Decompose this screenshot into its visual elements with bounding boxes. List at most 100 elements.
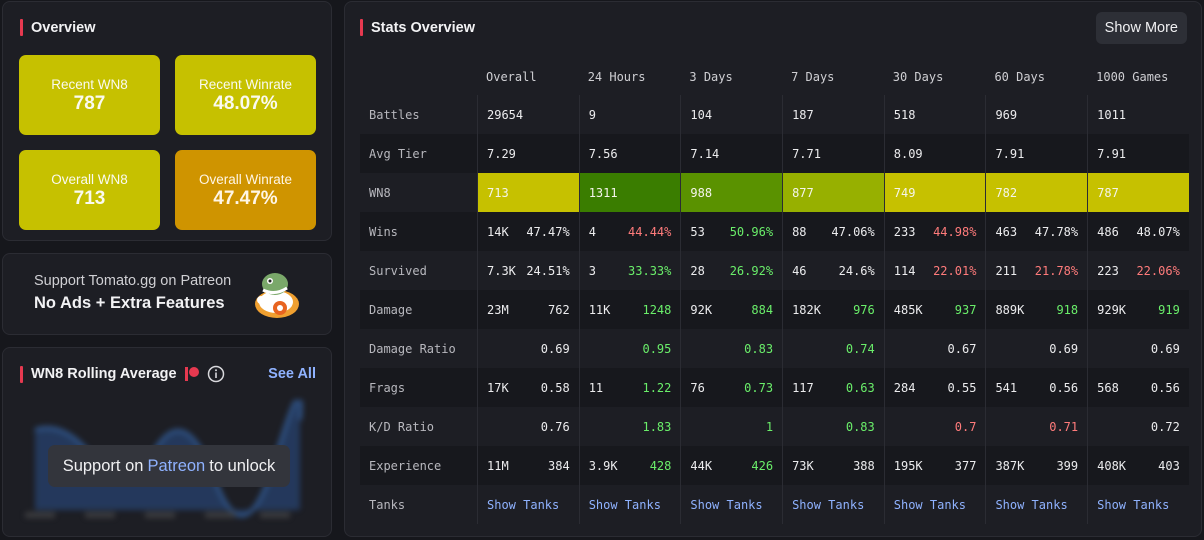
stats-table: Overall 24 Hours 3 Days 7 Days 30 Days 60 Day… (360, 58, 1189, 524)
table-cell: 9 (578, 95, 681, 134)
cell-count: 7.91 (1097, 146, 1127, 161)
show-tanks-link[interactable]: Show Tanks (1097, 497, 1170, 512)
show-tanks-link[interactable]: Show Tanks (588, 497, 661, 512)
cell-count: 76 (690, 380, 705, 395)
cell-rate: 937 (954, 302, 977, 317)
cell-count: 223 (1097, 263, 1119, 278)
tile-label: Recent Winrate (198, 77, 293, 92)
tile-value: 713 (73, 188, 106, 209)
cell-count: 182K (792, 302, 821, 317)
table-cell: 46 24.6% (782, 251, 884, 290)
wn8-rolling-average-panel: WN8 Rolling Average See All Support on P… (2, 347, 332, 537)
show-tanks-link[interactable]: Show Tanks (792, 497, 865, 512)
cell-rate: 0.69 (540, 341, 570, 356)
cell-rate: 918 (1056, 302, 1079, 317)
overall-winrate-tile: Overall Winrate 47.47% (175, 150, 316, 230)
table-cell: 104 (680, 95, 782, 134)
cell-rate: 403 (1158, 458, 1180, 473)
table-cell: 44K 426 (680, 446, 782, 485)
cell-rate: 426 (751, 458, 774, 473)
tile-value: 48.07% (213, 93, 278, 114)
column-header: 1000 Games (1096, 69, 1169, 84)
cell-rate: 0.58 (540, 380, 570, 395)
table-cell: 7.3K 24.51% (477, 251, 579, 290)
cell-count: 46 (792, 263, 807, 278)
cell-rate: 50.96% (729, 224, 774, 239)
table-row: Frags 17K 0.58 11 1.22 76 0.73 117 0.63 284 0.55 54… (360, 368, 1189, 407)
cell-count: 408K (1097, 458, 1127, 473)
cell-rate: 0.7 (954, 419, 977, 434)
row-label: Damage (369, 302, 413, 317)
cell-count: 9 (588, 107, 596, 122)
wn8-cell: 877 (782, 173, 884, 212)
row-label: Experience (369, 458, 442, 473)
info-icon[interactable] (207, 365, 225, 383)
see-all-link[interactable]: See All (268, 366, 316, 382)
cell-rate: 44.44% (628, 224, 672, 239)
table-row: WN8 713 1311 988 877 749 782 787 (360, 173, 1189, 212)
show-more-button[interactable]: Show More (1095, 12, 1187, 44)
cell-count: 929K (1097, 302, 1127, 317)
table-cell: 0.74 (782, 329, 884, 368)
cell-rate: 24.51% (526, 263, 570, 278)
cell-rate: 0.67 (947, 341, 977, 356)
cell-rate: 22.01% (933, 263, 977, 278)
table-cell: 0.69 (1087, 329, 1189, 368)
table-cell: 0.69 (477, 329, 579, 368)
cell-count: 284 (893, 380, 916, 395)
cell-rate: 399 (1056, 458, 1079, 473)
cell-count: 117 (792, 380, 814, 395)
row-label: Battles (369, 107, 420, 122)
cell-count: 485K (893, 302, 923, 317)
unlock-banner[interactable]: Support on Patreon to unlock (48, 445, 290, 487)
show-tanks-link[interactable]: Show Tanks (487, 497, 560, 512)
table-cell: Show Tanks (782, 485, 884, 524)
cell-rate: 0.56 (1150, 380, 1180, 395)
table-cell: 114 22.01% (883, 251, 986, 290)
column-header: 7 Days (791, 69, 835, 84)
table-cell: Show Tanks (578, 485, 681, 524)
cell-rate: 377 (954, 458, 977, 473)
cell-count: 7.91 (995, 146, 1025, 161)
table-cell: Show Tanks (680, 485, 782, 524)
cell-count: 211 (995, 263, 1018, 278)
column-header: 24 Hours (587, 69, 646, 84)
table-cell: 211 21.78% (985, 251, 1087, 290)
show-tanks-link[interactable]: Show Tanks (690, 497, 763, 512)
table-row: Damage 23M 762 11K 1248 92K 884 182K 976 485K 937 8… (360, 290, 1189, 329)
cell-count: 73K (792, 458, 814, 473)
cell-count: 8.09 (893, 146, 923, 161)
rolling-title: WN8 Rolling Average (20, 365, 225, 383)
cell-rate: 0.69 (1049, 341, 1079, 356)
cell-rate: 0.71 (1049, 419, 1079, 434)
cell-rate: 48.07% (1136, 224, 1180, 239)
patreon-link[interactable]: Patreon (147, 456, 206, 475)
cell-rate: 0.95 (642, 341, 672, 356)
cell-count: 713 (487, 185, 509, 200)
table-row: Wins 14K 47.47% 4 44.44% 53 50.96% 88 47.06% 233 4… (360, 212, 1189, 251)
wn8-cell: 787 (1087, 173, 1189, 212)
cell-rate: 0.55 (947, 380, 977, 395)
table-row: Survived 7.3K 24.51% 3 33.33% 28 26.92% 46 24.6%… (360, 251, 1189, 290)
table-cell: 0.83 (680, 329, 782, 368)
cell-count: 463 (995, 224, 1018, 239)
show-tanks-link[interactable]: Show Tanks (995, 497, 1068, 512)
cell-rate: 0.69 (1150, 341, 1180, 356)
table-cell: 8.09 (883, 134, 986, 173)
table-cell: 14K 47.47% (477, 212, 579, 251)
cell-rate: 0.63 (845, 380, 875, 395)
wn8-cell: 749 (883, 173, 986, 212)
show-tanks-link[interactable]: Show Tanks (893, 497, 966, 512)
table-cell: 7.71 (782, 134, 884, 173)
table-cell: 518 (883, 95, 986, 134)
table-cell: 0.71 (985, 407, 1087, 446)
cell-count: 877 (792, 185, 814, 200)
table-cell: 76 0.73 (680, 368, 782, 407)
cell-rate: 919 (1158, 302, 1180, 317)
cell-count: 787 (1097, 185, 1119, 200)
patreon-promo-card[interactable]: Support Tomato.gg on Patreon No Ads + Ex… (2, 253, 332, 335)
tile-label: Overall WN8 (51, 172, 128, 187)
cell-count: 541 (995, 380, 1018, 395)
table-cell: 284 0.55 (883, 368, 986, 407)
table-cell: 0.69 (985, 329, 1087, 368)
